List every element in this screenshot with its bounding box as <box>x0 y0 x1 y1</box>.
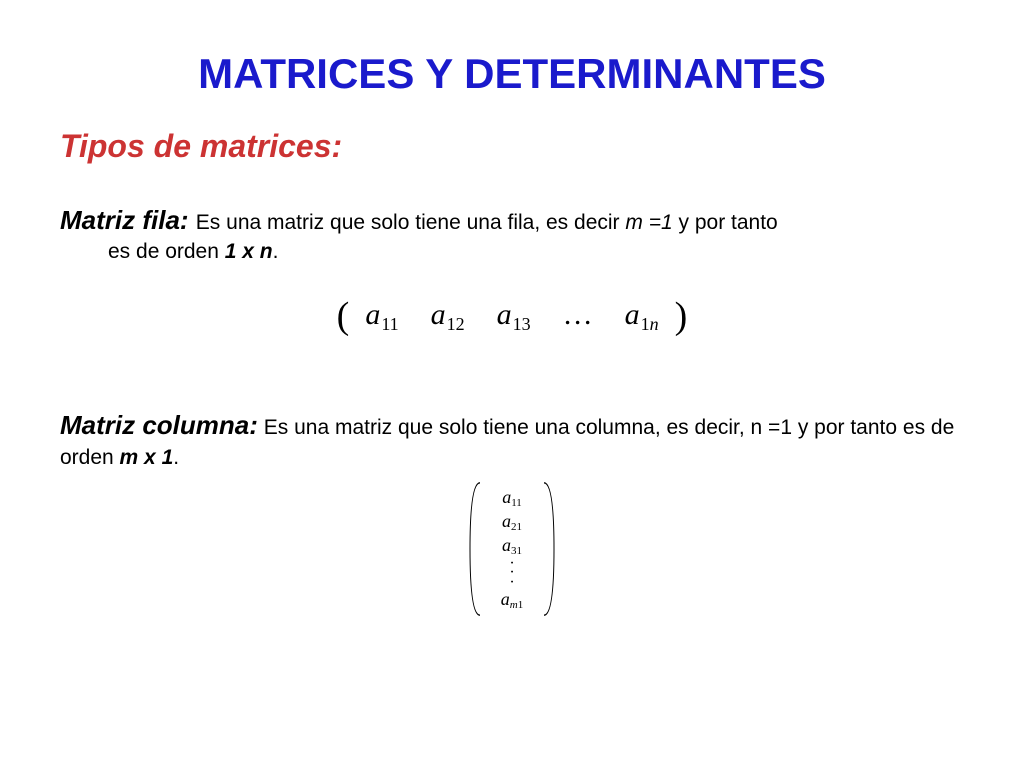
row-def-period: . <box>273 240 279 263</box>
col-def-label: Matriz columna: <box>60 410 258 440</box>
col-vdots: ··· <box>472 559 552 588</box>
row-def-text3: es de orden <box>108 240 225 263</box>
col-elem-1: a11 <box>472 486 552 510</box>
col-def-order: m x 1 <box>120 446 174 469</box>
column-matrix-expression: a11 a21 a31 ··· am1 <box>472 480 552 618</box>
slide-subtitle: Tipos de matrices: <box>60 128 964 165</box>
left-bracket-icon <box>468 480 482 618</box>
row-elem-n: a1n <box>625 298 659 331</box>
row-def-text1: Es una matriz que solo tiene una fila, e… <box>196 211 626 234</box>
row-def-var: m =1 <box>625 211 672 234</box>
col-elem-2: a21 <box>472 510 552 534</box>
slide: MATRICES Y DETERMINANTES Tipos de matric… <box>0 0 1024 768</box>
row-elem-1: a11 <box>365 298 398 331</box>
row-matrix-expression: ( a11 a12 a13 … a1n) <box>60 294 964 338</box>
row-elem-2: a12 <box>431 298 465 331</box>
row-def-label: Matriz fila: <box>60 205 196 235</box>
row-dots: … <box>563 298 593 331</box>
col-def-period: . <box>173 446 179 469</box>
row-matrix-definition: Matriz fila: Es una matriz que solo tien… <box>60 203 964 266</box>
close-paren: ) <box>675 295 688 337</box>
right-bracket-icon <box>542 480 556 618</box>
row-def-order: 1 x n <box>225 240 273 263</box>
column-matrix-definition: Matriz columna: Es una matriz que solo t… <box>60 408 964 471</box>
row-def-text2: y por tanto <box>679 211 778 234</box>
row-elem-3: a13 <box>497 298 531 331</box>
col-elem-m: am1 <box>472 588 552 612</box>
slide-title: MATRICES Y DETERMINANTES <box>60 50 964 98</box>
open-paren: ( <box>337 295 350 337</box>
